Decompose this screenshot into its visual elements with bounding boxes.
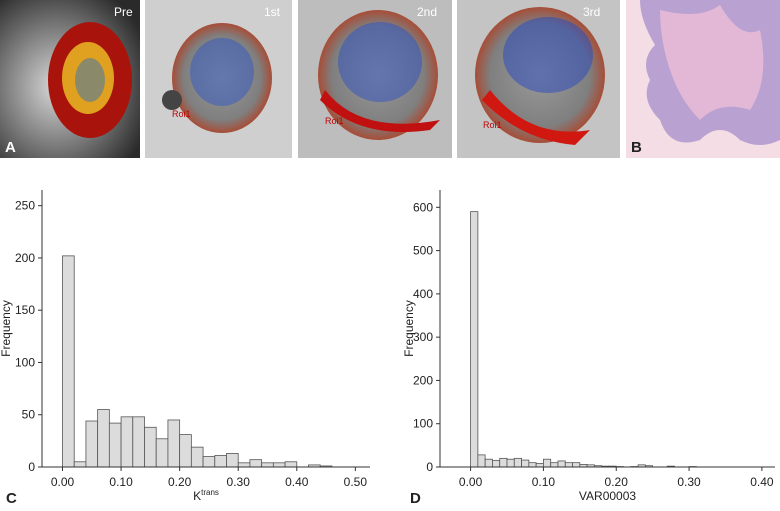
x-tick-label: 0.40 xyxy=(750,475,774,489)
y-tick-label: 200 xyxy=(15,251,35,265)
x-tick-label: 0.30 xyxy=(227,475,251,489)
histogram-bar xyxy=(156,439,168,467)
x-tick-label: 0.10 xyxy=(532,475,556,489)
histogram-bar xyxy=(227,453,239,467)
x-tick-label: 0.00 xyxy=(459,475,483,489)
y-tick-label: 0 xyxy=(426,460,433,474)
x-axis-label-sup: trans xyxy=(201,488,219,497)
y-tick-label: 50 xyxy=(22,408,36,422)
histogram-bar xyxy=(551,463,558,467)
histogram-bar xyxy=(203,457,215,467)
slice-2nd: 2nd Roi1 xyxy=(298,0,452,158)
histogram-bar xyxy=(500,458,507,467)
histogram-bar xyxy=(485,459,492,467)
histogram-bar xyxy=(74,462,86,467)
histogram-bar xyxy=(121,417,133,467)
histogram-bar xyxy=(492,461,499,467)
slice-pre: Pre xyxy=(0,0,140,158)
x-axis-label-text: K xyxy=(193,489,201,503)
y-tick-label: 500 xyxy=(413,244,433,258)
roi-label: Roi1 xyxy=(172,109,191,119)
y-tick-label: 400 xyxy=(413,287,433,301)
x-tick-label: 0.40 xyxy=(285,475,309,489)
x-tick-label: 0.00 xyxy=(51,475,75,489)
histogram-bar xyxy=(529,463,536,467)
y-tick-label: 250 xyxy=(15,199,35,213)
roi-label: Roi1 xyxy=(483,120,502,130)
slice-1st: 1st Roi1 xyxy=(145,0,292,158)
histogram-bar xyxy=(471,212,478,467)
roi-label: Roi1 xyxy=(325,116,344,126)
x-tick-label: 0.30 xyxy=(677,475,701,489)
y-axis-label: Frequency xyxy=(402,300,416,357)
histogram-bar xyxy=(191,447,203,467)
x-tick-label: 0.20 xyxy=(605,475,629,489)
histogram-bar xyxy=(262,463,274,467)
histogram-bar xyxy=(180,435,192,467)
x-tick-label: 0.20 xyxy=(168,475,192,489)
histogram-bar xyxy=(63,256,75,467)
histogram-bar xyxy=(250,460,262,467)
panel-letter: B xyxy=(631,139,642,156)
y-tick-label: 100 xyxy=(15,355,35,369)
histogram-bar xyxy=(565,463,572,467)
panel-letter: D xyxy=(410,490,421,506)
x-axis-label-text: VAR00003 xyxy=(579,489,636,503)
panel-letter: A xyxy=(5,139,16,156)
histogram-bar xyxy=(133,417,145,467)
y-axis-label: Frequency xyxy=(0,300,13,357)
panel-letter: C xyxy=(6,490,17,506)
histogram-bar xyxy=(215,456,227,467)
y-tick-label: 300 xyxy=(413,330,433,344)
histogram-bar xyxy=(573,463,580,467)
slice-3rd: 3rd Roi1 xyxy=(457,0,620,158)
x-axis-label: VAR00003 xyxy=(579,489,636,503)
histogram-bar xyxy=(558,461,565,467)
x-tick-label: 0.10 xyxy=(109,475,133,489)
slice-label: 2nd xyxy=(417,5,437,19)
histogram-bar xyxy=(86,421,98,467)
histogram-bar xyxy=(98,410,110,467)
slice-label: 3rd xyxy=(583,5,600,19)
slice-label: 1st xyxy=(264,5,281,19)
y-tick-label: 0 xyxy=(28,460,35,474)
x-tick-label: 0.50 xyxy=(344,475,368,489)
y-tick-label: 100 xyxy=(413,417,433,431)
histogram-bar xyxy=(522,460,529,467)
histogram-bar xyxy=(478,455,485,467)
histogram-bar xyxy=(507,459,514,467)
histogram-bar xyxy=(536,464,543,467)
histogram-bar xyxy=(285,462,297,467)
histogram-bar xyxy=(514,458,521,467)
y-tick-label: 600 xyxy=(413,200,433,214)
histogram-bar xyxy=(238,463,250,467)
histogram-bar xyxy=(145,427,157,467)
x-axis-label: Ktrans xyxy=(193,488,219,503)
histology-image xyxy=(626,0,780,158)
histogram-bar xyxy=(543,459,550,467)
y-tick-label: 150 xyxy=(15,303,35,317)
slice-label: Pre xyxy=(114,5,133,19)
histogram-bar xyxy=(109,423,121,467)
histogram-bar xyxy=(168,420,180,467)
histogram-bar xyxy=(273,463,285,467)
y-tick-label: 200 xyxy=(413,373,433,387)
